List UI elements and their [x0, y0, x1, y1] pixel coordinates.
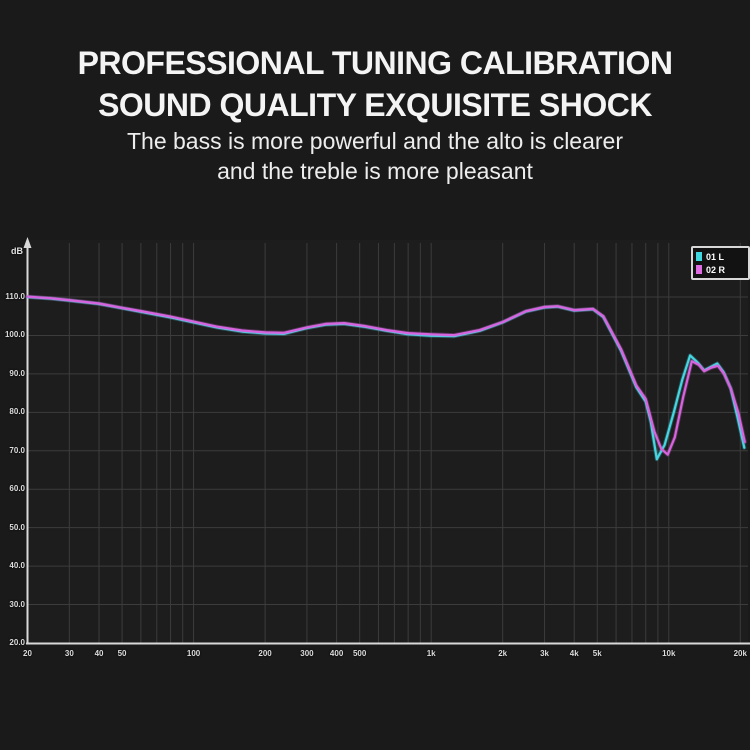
x-tick-label-100: 100 [186, 649, 201, 658]
x-tick-label-40: 40 [94, 649, 104, 658]
x-tick-label-200: 200 [258, 649, 272, 658]
series-line-01-l [25, 295, 747, 462]
plot-background [28, 240, 748, 644]
title-line-2: SOUND QUALITY EXQUISITE SHOCK [98, 87, 652, 123]
x-tick-label-20: 20 [23, 649, 32, 658]
y-tick-label-40.0: 40.0 [9, 561, 25, 571]
x-tick-label-30: 30 [64, 649, 74, 658]
y-axis-unit-label: dB [11, 246, 23, 256]
y-tick-label-80.0: 80.0 [9, 407, 25, 417]
series-line-02-r [25, 294, 747, 457]
y-tick-label-20.0: 20.0 [9, 638, 25, 647]
legend-swatch-left-icon [696, 252, 702, 261]
legend-label-left: 01 L [706, 251, 725, 262]
y-tick-label-90.0: 90.0 [9, 368, 25, 378]
x-tick-label-2k: 2k [498, 649, 508, 658]
legend-swatch-right-icon [696, 265, 702, 274]
y-tick-label-70.0: 70.0 [9, 445, 25, 455]
x-tick-label-4k: 4k [569, 649, 579, 658]
x-tick-label-300: 300 [300, 649, 314, 658]
series-line-01-l [26, 295, 746, 461]
series-line-02-r [26, 295, 746, 456]
y-tick-label-60.0: 60.0 [9, 484, 25, 494]
x-tick-label-500: 500 [352, 649, 367, 658]
x-tick-label-5k: 5k [592, 649, 602, 658]
y-tick-label-30.0: 30.0 [9, 599, 25, 609]
y-tick-label-50.0: 50.0 [9, 522, 25, 532]
subtitle-line-1: The bass is more powerful and the alto i… [126, 128, 624, 154]
subtitle-line-2: and the treble is more pleasant [217, 158, 533, 184]
x-tick-label-10k: 10k [662, 649, 676, 658]
y-tick-label-100.0: 100.0 [4, 330, 25, 340]
legend-item-right-channel: 02 R [696, 263, 745, 276]
x-tick-label-50: 50 [117, 649, 127, 658]
legend-item-left-channel: 01 L [696, 250, 745, 263]
x-tick-label-20k: 20k [733, 649, 747, 658]
y-tick-label-110.0: 110.0 [5, 292, 25, 301]
x-tick-label-3k: 3k [540, 649, 549, 658]
legend: 01 L 02 R [691, 246, 750, 280]
title-line-1: PROFESSIONAL TUNING CALIBRATION [77, 45, 673, 81]
legend-label-right: 02 R [706, 264, 726, 275]
x-tick-label-1k: 1k [426, 649, 436, 658]
x-tick-label-400: 400 [329, 649, 344, 658]
y-axis-arrow-icon [23, 237, 32, 248]
